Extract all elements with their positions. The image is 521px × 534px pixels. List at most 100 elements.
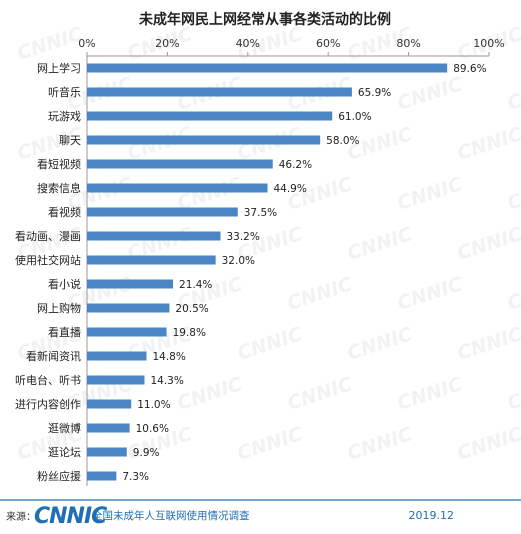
bar-group: 看视频 37.5% (48, 205, 277, 219)
watermark-text: CNNIC (395, 273, 465, 315)
bar (87, 447, 127, 457)
watermark-text: CNNIC (345, 223, 415, 265)
value-label: 33.2% (226, 231, 259, 243)
survey-name: 全国未成年人互联网使用情况调查 (92, 509, 250, 522)
value-label: 21.4% (179, 279, 212, 291)
category-label: 看短视频 (37, 157, 81, 171)
bar-group: 网上学习 89.6% (37, 61, 487, 75)
value-label: 9.9% (133, 447, 160, 459)
bar (87, 375, 145, 385)
category-label: 网上购物 (37, 301, 81, 315)
bar-group: 使用社交网站 32.0% (15, 253, 255, 267)
bar (87, 111, 333, 121)
value-label: 61.0% (338, 111, 371, 123)
category-label: 进行内容创作 (15, 397, 81, 411)
x-tick-label: 60% (316, 37, 340, 50)
bar (87, 231, 221, 241)
bar (87, 207, 238, 217)
category-label: 听音乐 (48, 85, 81, 99)
category-label: 看动画、漫画 (15, 229, 81, 243)
watermark-text: CNNIC (175, 373, 245, 415)
bar-group: 玩游戏 61.0% (48, 110, 372, 123)
watermark-text: CNNIC (345, 323, 415, 365)
bar-group: 看动画、漫画 33.2% (15, 229, 260, 243)
watermark-text: CNNIC (395, 73, 465, 115)
value-label: 14.8% (152, 351, 185, 363)
value-label: 58.0% (326, 135, 359, 147)
bar (87, 183, 268, 193)
bar-group: 听音乐 65.9% (48, 85, 391, 99)
watermark-text: CNNIC (235, 323, 305, 365)
bar (87, 471, 117, 481)
bar-group: 进行内容创作 11.0% (15, 397, 171, 411)
bar-group: 网上购物 20.5% (37, 301, 209, 315)
watermark-text: CNNIC (505, 173, 521, 215)
bar-group: 看小说 21.4% (48, 277, 212, 291)
value-label: 19.8% (173, 327, 206, 339)
bars: 网上学习 89.6% 听音乐 65.9% 玩游戏 61.0% 聊天 58.0% 看短视频 46.2… (15, 61, 487, 483)
value-label: 37.5% (244, 207, 277, 219)
watermark-text: CNNIC (285, 373, 355, 415)
watermark-text: CNNIC (505, 373, 521, 415)
x-tick-label: 40% (236, 37, 260, 50)
bar (87, 87, 352, 97)
bar (87, 327, 167, 337)
bar-group: 看新闻资讯 14.8% (26, 349, 186, 363)
bar-group: 看短视频 46.2% (37, 157, 312, 171)
cnnic-logo: CNNIC (34, 504, 107, 529)
category-label: 看小说 (48, 277, 81, 291)
bar (87, 399, 132, 409)
x-axis: 0% 20% 40% 60% 80% 100% (78, 37, 505, 486)
watermark-text: CNNIC (455, 223, 521, 265)
bar (87, 135, 321, 145)
value-label: 11.0% (137, 399, 170, 411)
source-label: 来源： (6, 510, 36, 523)
watermark-text: CNNIC (395, 373, 465, 415)
category-label: 看视频 (48, 205, 81, 219)
value-label: 32.0% (222, 255, 255, 267)
bar (87, 159, 273, 169)
value-label: 10.6% (136, 423, 169, 435)
bar (87, 351, 147, 361)
bar (87, 63, 448, 73)
value-label: 89.6% (453, 63, 486, 75)
x-tick-label: 100% (473, 37, 504, 50)
watermark-text: CNNIC (15, 23, 85, 65)
watermark-text: CNNIC (235, 423, 305, 465)
category-label: 使用社交网站 (15, 253, 81, 267)
bar (87, 423, 130, 433)
bar-group: 搜索信息 44.9% (37, 181, 307, 195)
value-label: 20.5% (175, 303, 208, 315)
category-label: 听电台、听书 (15, 373, 81, 387)
bar (87, 255, 216, 265)
category-label: 玩游戏 (48, 110, 81, 123)
bar-group: 看直播 19.8% (48, 325, 206, 339)
watermark-text: CNNIC (455, 323, 521, 365)
category-label: 逛微博 (48, 421, 81, 435)
watermark-text: CNNIC (345, 423, 415, 465)
value-label: 7.3% (122, 471, 149, 483)
value-label: 14.3% (150, 375, 183, 387)
watermark-text: CNNIC (455, 423, 521, 465)
bar-group: 粉丝应援 7.3% (37, 469, 149, 483)
value-label: 46.2% (279, 159, 312, 171)
category-label: 聊天 (59, 133, 81, 147)
x-tick-label: 0% (78, 37, 95, 50)
bar (87, 279, 174, 289)
watermark-text: CNNIC (505, 273, 521, 315)
category-label: 看直播 (48, 325, 81, 339)
bar-group: 聊天 58.0% (59, 133, 360, 147)
category-label: 粉丝应援 (37, 469, 81, 483)
bar-group: 逛论坛 9.9% (48, 445, 159, 459)
watermark-text: CNNIC (285, 273, 355, 315)
bar-group: 逛微博 10.6% (48, 421, 169, 435)
watermark-text: CNNIC (455, 123, 521, 165)
chart-title: 未成年网民上网经常从事各类活动的比例 (139, 11, 391, 28)
value-label: 65.9% (358, 87, 391, 99)
category-label: 搜索信息 (37, 181, 81, 195)
x-tick-label: 20% (155, 37, 179, 50)
category-label: 看新闻资讯 (26, 349, 81, 363)
footer: 来源： CNNIC 全国未成年人互联网使用情况调查 2019.12 (0, 499, 521, 529)
